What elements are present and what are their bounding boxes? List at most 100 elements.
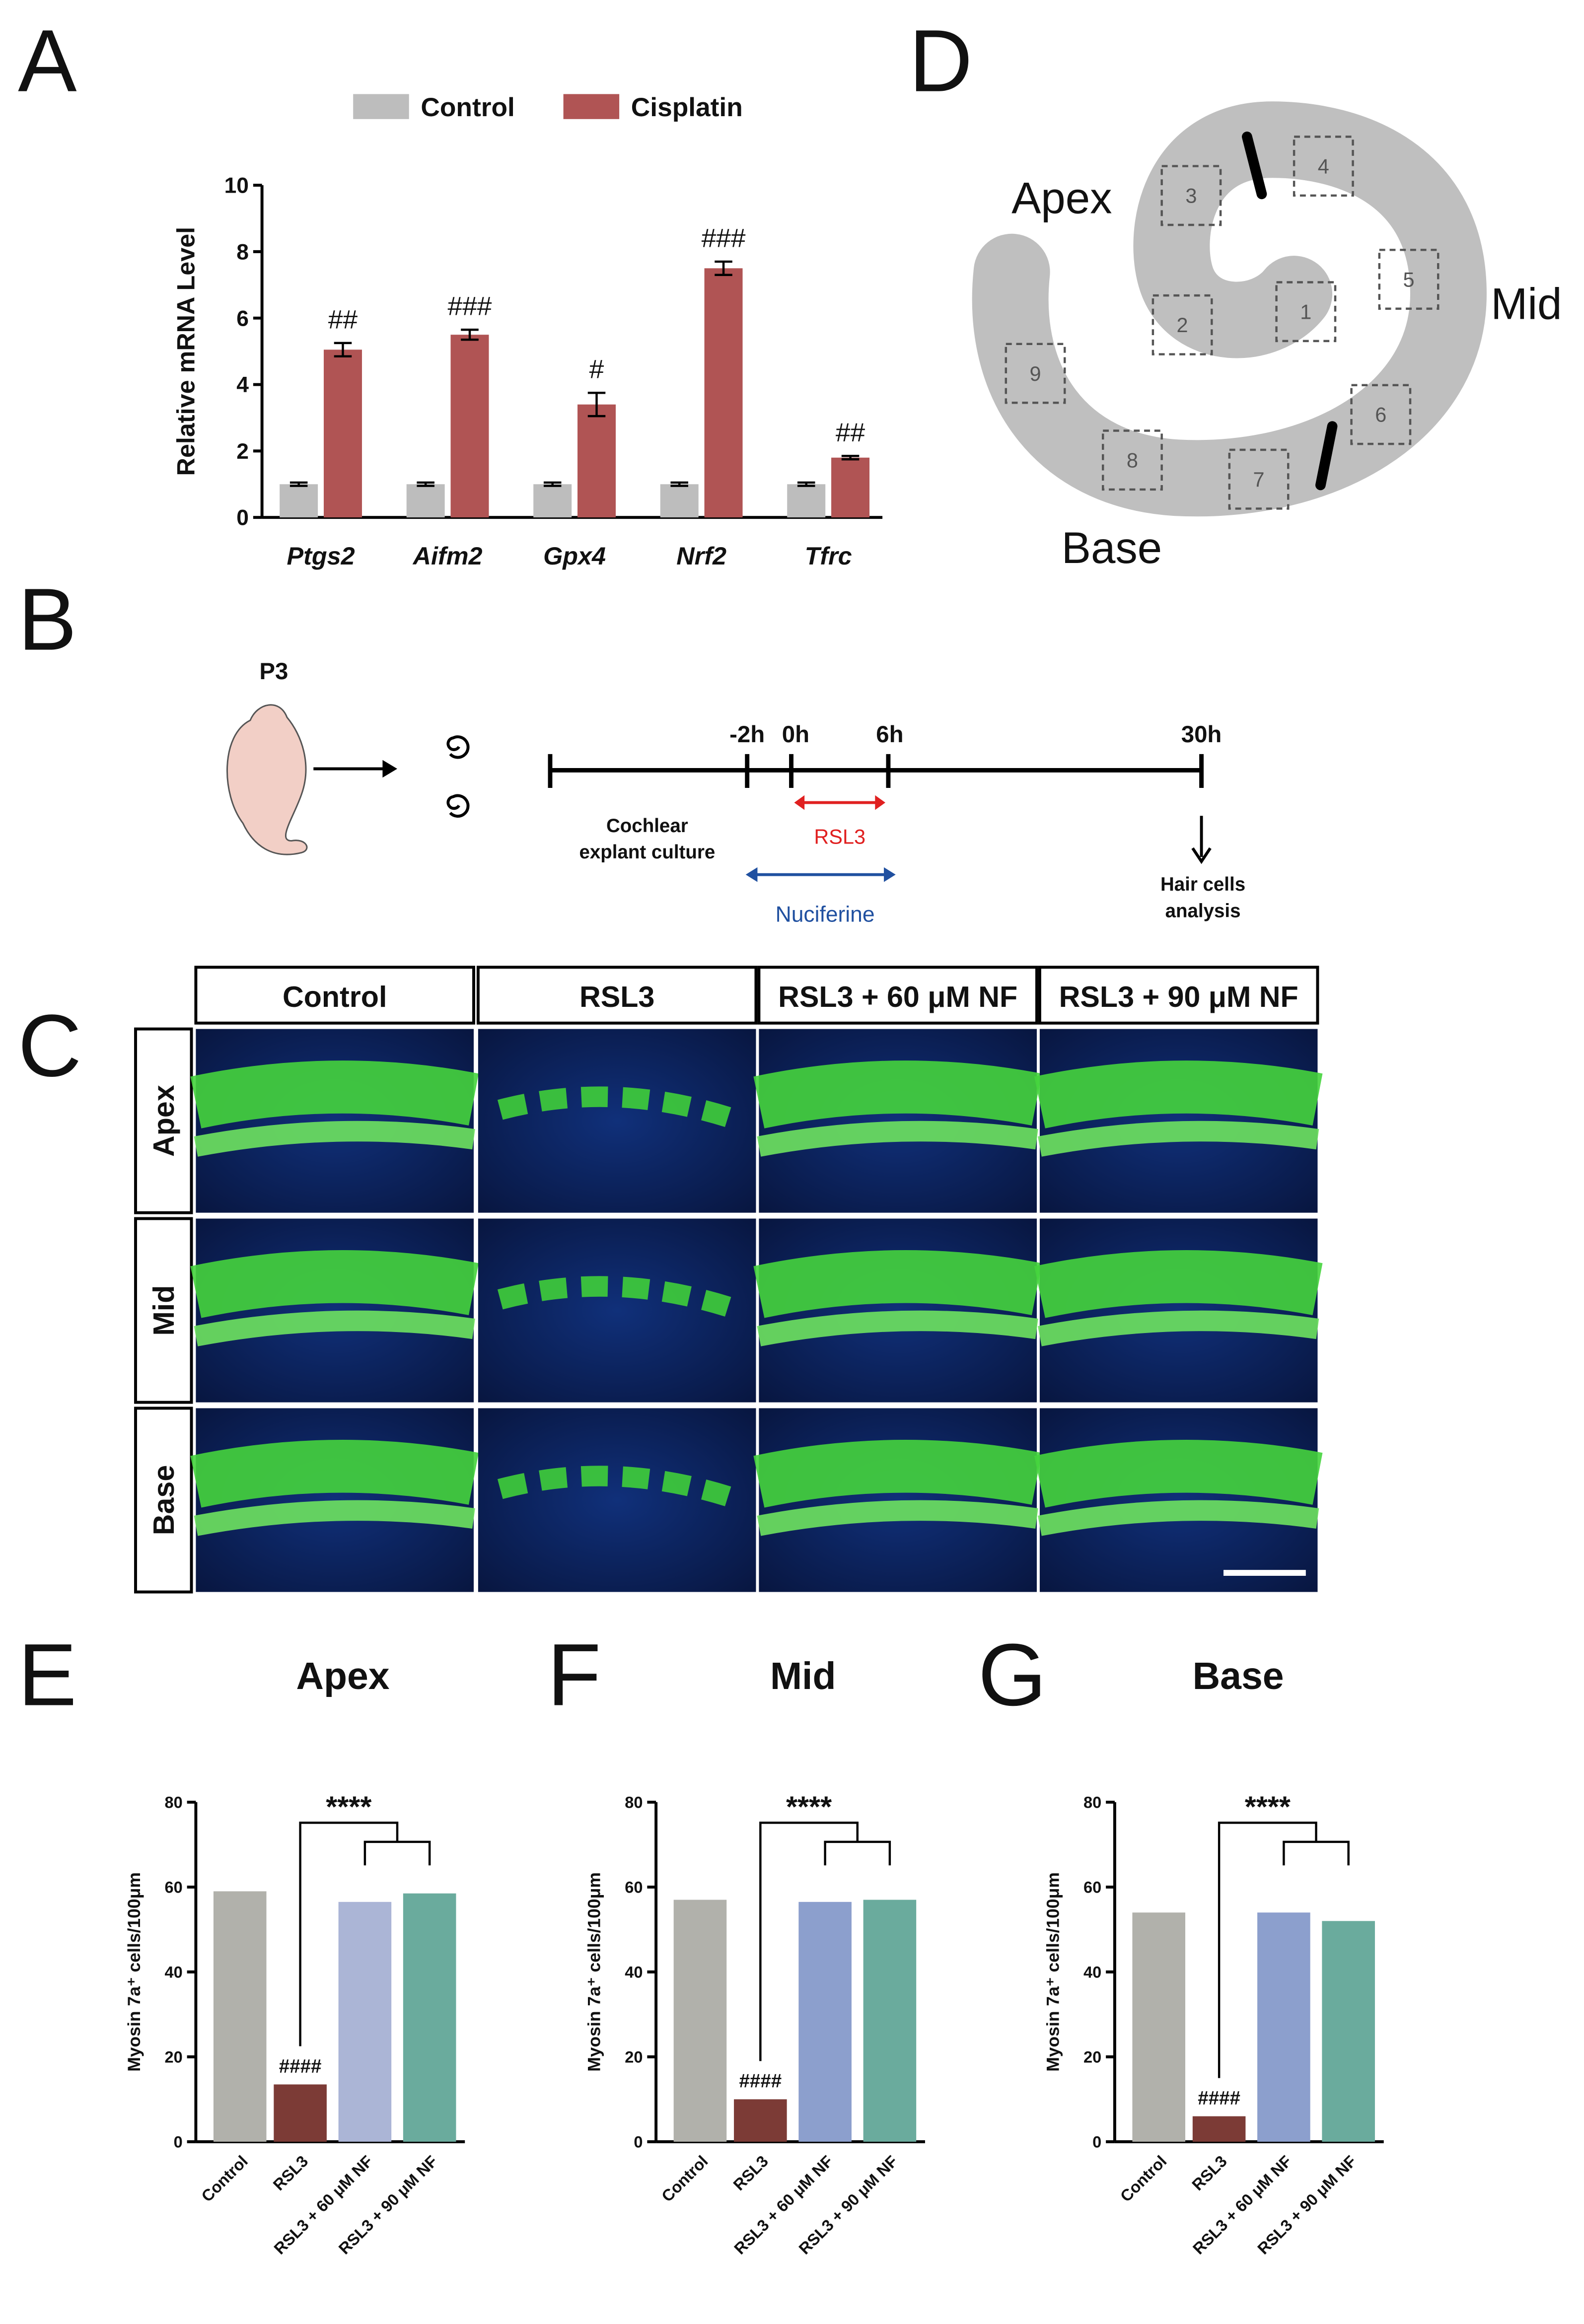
error-bar — [797, 481, 815, 487]
significance: ## — [836, 418, 865, 447]
box-number: 8 — [1127, 449, 1138, 472]
y-tick-label: 80 — [165, 1793, 183, 1811]
significance: **** — [786, 1790, 832, 1824]
significance: **** — [1245, 1790, 1291, 1824]
bar — [274, 2084, 327, 2142]
bar — [734, 2099, 787, 2142]
y-axis-label: Myosin 7a⁺ cells/100μm — [124, 1872, 144, 2072]
y-tick-label: 60 — [1083, 1878, 1101, 1896]
region-box — [1152, 294, 1213, 355]
bracket — [1218, 1822, 1350, 2078]
bar — [660, 484, 699, 518]
region-box — [1228, 448, 1290, 510]
bracket — [299, 1822, 431, 2046]
y-tick-label: 60 — [625, 1878, 643, 1896]
hair-cells — [1034, 1060, 1323, 1128]
mouse-pup — [226, 704, 308, 855]
y-tick-label: 60 — [165, 1878, 183, 1896]
column-header: Control — [283, 980, 387, 1013]
micrograph-grid: Control RSL3 RSL3 + 60 μM NF RSL3 + 90 μM N… — [134, 966, 1323, 1594]
legend-label: Control — [421, 93, 514, 122]
chart-title: Mid — [770, 1655, 836, 1697]
rsl3-label: RSL3 — [814, 825, 865, 848]
hair-cells — [190, 1440, 479, 1508]
error-bar — [587, 392, 606, 418]
hair-cells — [190, 1060, 479, 1128]
row-header-box — [134, 1217, 193, 1404]
hair-cells — [1038, 1121, 1319, 1157]
x-tick-label: Nrf2 — [676, 542, 726, 570]
y-tick-label: 80 — [1083, 1793, 1101, 1811]
column-header-box — [1038, 966, 1319, 1025]
bar — [450, 335, 489, 518]
panel-label: E — [18, 1625, 76, 1724]
bar — [213, 1891, 267, 2142]
x-tick-label: Aifm2 — [412, 542, 483, 570]
significance: #### — [279, 2056, 322, 2077]
significance: ## — [328, 305, 358, 334]
bar — [798, 1901, 852, 2142]
y-tick-label: 20 — [625, 2048, 643, 2066]
y-tick-label: 0 — [174, 2133, 183, 2151]
bar — [831, 457, 870, 518]
x-tick-label: Control — [1117, 2152, 1170, 2205]
analysis-label: analysis — [1165, 901, 1241, 922]
hair-cells — [753, 1250, 1042, 1318]
error-bar — [715, 260, 732, 276]
error-bar — [289, 481, 308, 487]
column-header-box — [194, 966, 475, 1025]
significance: ### — [702, 223, 746, 253]
y-tick-label: 2 — [236, 439, 249, 464]
hair-cells — [1034, 1250, 1323, 1318]
error-bar — [461, 328, 479, 341]
bar — [673, 1900, 727, 2142]
significance: ### — [448, 292, 492, 321]
panel-label: B — [18, 570, 76, 669]
y-tick-label: 10 — [224, 174, 249, 198]
x-tick-label: Control — [658, 2152, 711, 2205]
hair-cells — [757, 1121, 1038, 1157]
bar — [323, 350, 362, 518]
y-tick-label: 40 — [165, 1963, 183, 1981]
bar — [1257, 1912, 1310, 2142]
y-tick-label: 40 — [625, 1963, 643, 1981]
box-number: 7 — [1253, 468, 1265, 491]
box-number: 5 — [1403, 268, 1415, 291]
panel-label: C — [18, 996, 81, 1095]
cochlea-diagram — [972, 101, 1487, 517]
bar — [1322, 1921, 1375, 2142]
bar — [338, 1901, 392, 2142]
y-tick-label: 0 — [634, 2133, 643, 2151]
column-header: RSL3 + 60 μM NF — [778, 980, 1017, 1013]
box-number: 2 — [1177, 313, 1188, 337]
time-label: 30h — [1181, 721, 1222, 748]
hair-cells — [190, 1250, 479, 1318]
bar — [1192, 2116, 1246, 2142]
hair-cells — [1034, 1440, 1323, 1508]
x-tick-label: Tfrc — [805, 542, 852, 570]
cochlea-icon — [446, 794, 470, 818]
significance: #### — [1198, 2088, 1240, 2109]
row-header: Apex — [147, 1085, 180, 1157]
column-header: RSL3 — [579, 980, 654, 1013]
y-tick-label: 80 — [625, 1793, 643, 1811]
cochlea-duct — [972, 101, 1487, 517]
bar — [403, 1893, 456, 2142]
box-number: 3 — [1185, 184, 1197, 208]
region-box — [1350, 384, 1412, 445]
y-tick-label: 4 — [236, 373, 249, 397]
row-header-box — [134, 1407, 193, 1594]
x-tick-label: Ptgs2 — [287, 542, 355, 570]
error-bar — [543, 481, 562, 487]
y-tick-label: 40 — [1083, 1963, 1101, 1981]
y-tick-label: 20 — [1083, 2048, 1101, 2066]
diagram-boxes: 1 2 3 4 5 6 7 8 9 — [1005, 136, 1440, 510]
significance: **** — [326, 1790, 371, 1824]
chart-title: Apex — [296, 1655, 389, 1697]
column-header-box — [757, 966, 1038, 1025]
significance: #### — [739, 2071, 782, 2092]
bar — [1132, 1912, 1186, 2142]
timeline — [226, 704, 1212, 882]
panel-label: D — [909, 11, 972, 110]
